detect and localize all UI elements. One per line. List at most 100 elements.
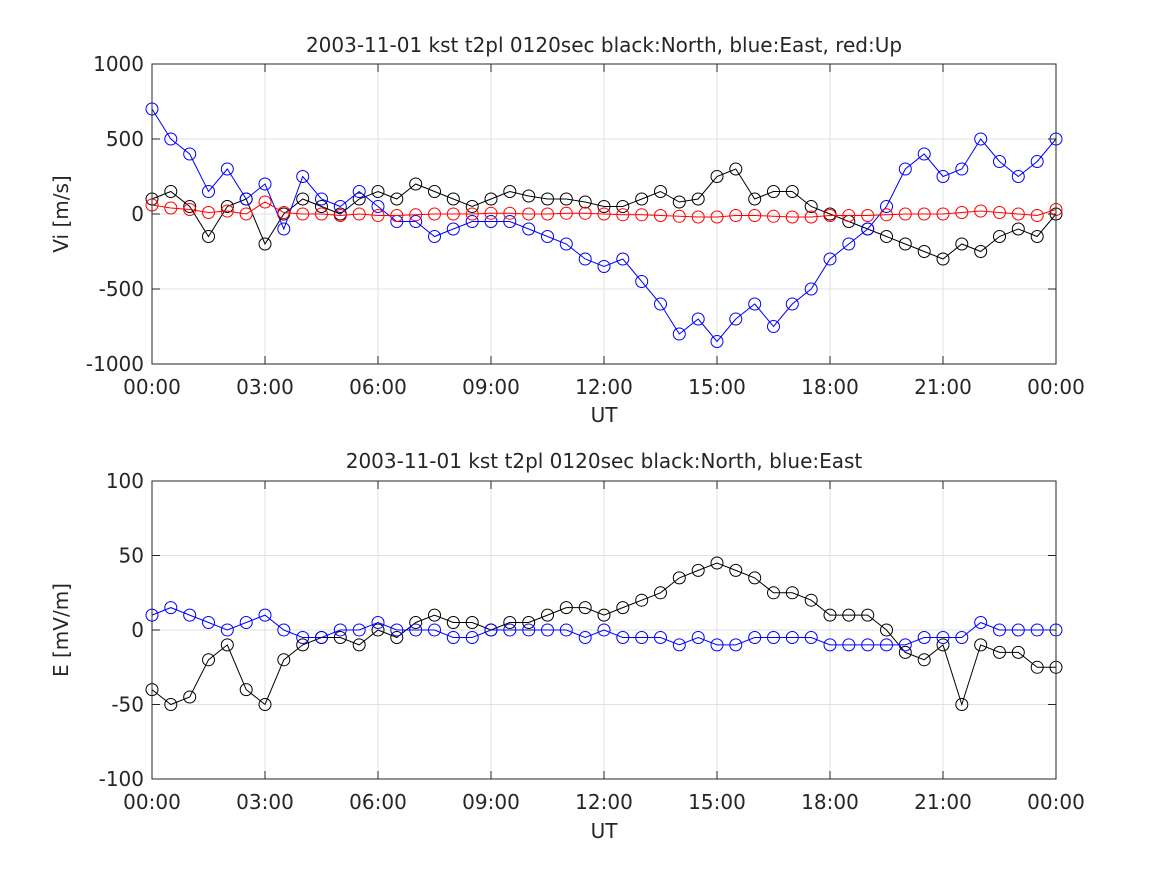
- data-point-east: [1030, 155, 1044, 168]
- x-tick-label: 09:00: [462, 790, 520, 814]
- data-point-east: [164, 601, 178, 615]
- data-point-up: [691, 210, 705, 224]
- data-point-north: [898, 237, 912, 251]
- data-point-east: [955, 162, 969, 176]
- y-tick-label: 0: [131, 618, 144, 642]
- y-tick-label: -500: [99, 277, 144, 301]
- data-point-east: [748, 297, 762, 311]
- x-tick-label: 18:00: [801, 790, 859, 814]
- data-point-east: [446, 222, 460, 236]
- data-point-north: [296, 638, 310, 652]
- data-point-north: [239, 683, 253, 697]
- data-point-north: [898, 645, 912, 659]
- chart-title: 2003-11-01 kst t2pl 0120sec black:North,…: [306, 33, 902, 57]
- data-point-north: [371, 185, 385, 198]
- y-tick-label: 100: [106, 469, 144, 493]
- data-point-east: [710, 638, 724, 652]
- data-point-north: [409, 177, 423, 191]
- data-point-up: [446, 207, 460, 221]
- data-point-up: [1011, 207, 1025, 221]
- data-point-east: [202, 185, 215, 198]
- data-point-up: [767, 209, 780, 223]
- data-point-up: [409, 208, 423, 222]
- x-tick-label: 15:00: [688, 790, 746, 814]
- data-point-east: [672, 327, 686, 341]
- data-point-up: [880, 208, 893, 222]
- data-point-up: [484, 206, 498, 220]
- series-line-east: [151, 607, 1056, 646]
- series-line-east: [151, 108, 1057, 343]
- data-point-east: [691, 312, 705, 326]
- data-point-east: [955, 631, 969, 644]
- data-point-east: [654, 297, 667, 311]
- data-point-north: [541, 192, 554, 206]
- data-point-north: [767, 586, 780, 600]
- data-point-north: [616, 601, 630, 615]
- velocity-panel: 00:00 03:00 06:00 09:00 12:00 15:00 18:00 21:00…: [49, 33, 1085, 427]
- data-point-north: [936, 638, 950, 652]
- x-tick-label: 12:00: [575, 790, 633, 814]
- y-axis-label: E [mV/m]: [49, 583, 73, 677]
- data-point-north: [522, 189, 536, 203]
- data-point-east: [315, 631, 328, 644]
- data-point-east: [352, 623, 366, 637]
- data-point-east: [541, 623, 554, 637]
- data-point-east: [880, 200, 893, 213]
- x-tick-label: 21:00: [914, 790, 972, 814]
- data-point-east: [559, 237, 573, 251]
- x-tick-label: 18:00: [801, 375, 859, 399]
- series-line-north: [151, 562, 1056, 707]
- series-line-north: [151, 168, 1057, 260]
- data-point-east: [635, 631, 649, 644]
- data-point-north: [691, 563, 705, 577]
- x-tick-label: 15:00: [688, 375, 746, 399]
- data-point-north: [428, 608, 441, 622]
- data-point-east: [503, 215, 517, 228]
- data-point-east: [691, 631, 705, 644]
- data-point-east: [371, 616, 385, 629]
- data-point-north: [220, 200, 234, 213]
- data-point-up: [352, 207, 366, 221]
- data-point-north: [446, 616, 460, 629]
- x-tick-label: 00:00: [1027, 790, 1085, 814]
- data-point-north: [974, 245, 988, 258]
- data-point-east: [1011, 170, 1025, 183]
- data-point-east: [1011, 623, 1025, 637]
- data-point-east: [578, 252, 592, 266]
- data-point-east: [936, 631, 950, 644]
- data-point-east: [296, 170, 310, 183]
- data-point-north: [785, 185, 799, 198]
- data-point-north: [465, 200, 479, 213]
- data-point-north: [993, 645, 1006, 659]
- data-point-east: [315, 192, 328, 206]
- data-point-east: [183, 147, 197, 161]
- y-tick-label: 1000: [93, 52, 144, 76]
- data-point-up: [333, 209, 347, 222]
- data-point-north: [1030, 660, 1044, 674]
- data-point-up: [371, 209, 385, 222]
- data-point-east: [371, 200, 385, 213]
- data-point-up: [277, 206, 291, 219]
- data-point-north: [597, 608, 611, 622]
- data-point-north: [465, 616, 479, 629]
- data-point-north: [503, 185, 517, 198]
- data-point-east: [465, 215, 479, 228]
- y-axis-label: Vi [m/s]: [49, 175, 73, 252]
- data-point-east: [767, 631, 780, 644]
- data-point-north: [767, 185, 780, 198]
- data-point-east: [1030, 623, 1044, 637]
- data-point-north: [183, 690, 197, 704]
- data-point-up: [239, 207, 253, 221]
- data-point-up: [390, 209, 404, 222]
- data-point-east: [654, 631, 667, 644]
- data-point-up: [917, 207, 931, 221]
- data-point-east: [898, 162, 912, 176]
- data-point-north: [635, 593, 649, 607]
- data-point-east: [559, 623, 573, 637]
- data-point-up: [258, 195, 272, 209]
- data-point-up: [748, 209, 762, 222]
- data-point-north: [635, 192, 649, 206]
- data-point-north: [672, 571, 686, 585]
- data-point-north: [974, 638, 988, 652]
- y-tick-label: -50: [111, 693, 144, 717]
